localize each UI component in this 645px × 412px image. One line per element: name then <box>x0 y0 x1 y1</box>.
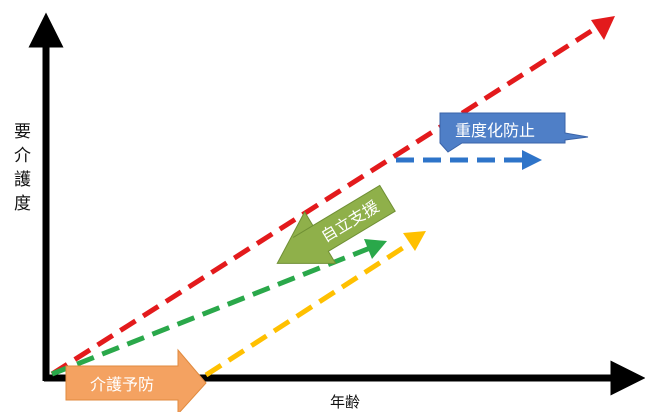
severity-callout-label: 重度化防止 <box>455 121 535 140</box>
y-axis-label-char: 要 <box>14 122 31 142</box>
independence-callout: 自立支援 <box>276 184 396 264</box>
green-trend-arrow <box>51 239 387 377</box>
prevention-callout-label: 介護予防 <box>90 375 154 394</box>
x-axis-label: 年齢 <box>330 393 360 411</box>
red-trend-line <box>50 25 598 377</box>
y-axis-label: 要 介 護 度 <box>14 122 36 214</box>
y-axis-label-char: 護 <box>14 170 31 190</box>
green-trend-arrowhead <box>364 239 387 259</box>
prevention-callout: 介護予防 <box>65 348 207 412</box>
yellow-trend-line <box>204 239 414 378</box>
y-axis-label-char: 度 <box>14 194 31 214</box>
blue-trend-arrow <box>396 150 542 170</box>
severity-callout: 重度化防止 <box>439 112 589 153</box>
severity-callout-shape <box>439 112 589 153</box>
blue-trend-arrowhead <box>522 150 542 170</box>
red-trend-arrowhead <box>591 16 615 40</box>
prevention-callout-shape <box>65 348 207 412</box>
yellow-trend-arrow <box>204 231 426 378</box>
yellow-trend-arrowhead <box>403 231 426 251</box>
green-trend-line <box>51 245 371 377</box>
y-axis-label-char: 介 <box>14 146 31 166</box>
red-trend-arrow <box>50 16 615 377</box>
independence-callout-shape <box>276 184 396 264</box>
